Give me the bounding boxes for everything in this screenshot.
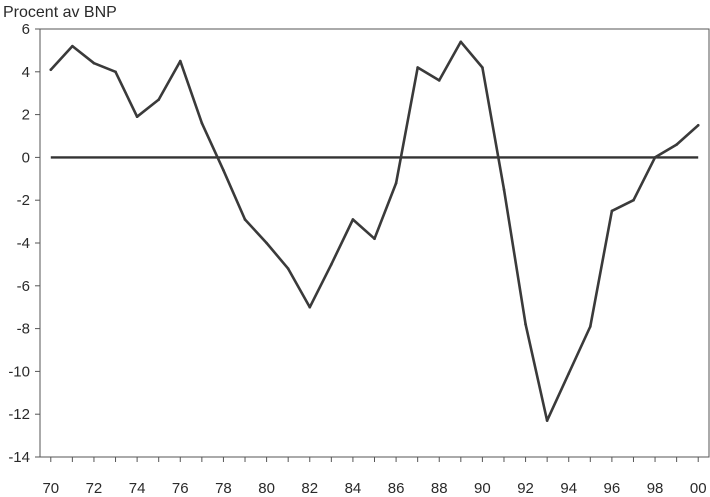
y-tick-label: -12 xyxy=(8,406,30,423)
data-point xyxy=(330,263,333,266)
data-point xyxy=(696,124,700,127)
data-points xyxy=(49,40,700,422)
x-axis-ticks: 70 72 74 76 78 80 82 84 86 88 90 92 94 96 98 00 xyxy=(42,457,707,497)
data-point xyxy=(92,61,96,65)
data-point xyxy=(178,59,182,63)
y-tick-label: -10 xyxy=(8,363,30,380)
data-point xyxy=(632,198,635,202)
x-tick-label: 80 xyxy=(258,480,275,497)
x-tick-label: 98 xyxy=(647,480,664,497)
x-tick-label: 92 xyxy=(517,480,534,497)
x-tick-label: 84 xyxy=(345,480,362,497)
y-tick-label: 4 xyxy=(22,64,30,81)
data-point xyxy=(135,115,139,119)
x-tick-label: 90 xyxy=(474,480,491,497)
data-point xyxy=(481,66,484,69)
data-point xyxy=(567,372,571,375)
data-point xyxy=(373,237,376,241)
data-point xyxy=(653,156,657,159)
data-point xyxy=(675,143,678,146)
x-tick-label: 82 xyxy=(301,480,318,497)
data-point xyxy=(437,79,441,82)
y-tick-label: 2 xyxy=(22,107,30,124)
data-point xyxy=(351,218,355,221)
x-tick-label: 86 xyxy=(388,480,405,497)
data-point xyxy=(157,98,160,101)
y-tick-label: -4 xyxy=(17,235,30,252)
data-point xyxy=(394,181,398,185)
data-point xyxy=(200,121,204,125)
data-point xyxy=(308,305,312,309)
x-tick-label: 00 xyxy=(690,480,707,497)
series-line xyxy=(49,40,700,422)
y-axis-ticks: 6 4 2 0 -2 -4 -6 -8 -10 -12 -14 xyxy=(8,21,40,466)
data-point xyxy=(265,241,268,245)
y-axis-title: Procent av BNP xyxy=(3,4,117,21)
x-tick-label: 76 xyxy=(172,480,189,497)
x-tick-label: 96 xyxy=(604,480,621,497)
data-point xyxy=(222,168,225,172)
data-point xyxy=(71,44,74,48)
x-tick-label: 88 xyxy=(431,480,448,497)
x-tick-label: 70 xyxy=(42,480,59,497)
y-tick-label: -2 xyxy=(17,192,30,209)
data-point xyxy=(524,323,527,326)
y-tick-label: 6 xyxy=(22,21,30,38)
y-tick-label: -14 xyxy=(8,449,30,466)
y-tick-label: -6 xyxy=(17,278,30,295)
data-point xyxy=(114,70,117,74)
data-point xyxy=(459,40,463,44)
x-tick-label: 72 xyxy=(86,480,103,497)
y-tick-label: 0 xyxy=(22,149,30,166)
data-point xyxy=(243,218,247,221)
x-tick-label: 78 xyxy=(215,480,232,497)
plot-frame xyxy=(39,28,710,458)
data-point xyxy=(49,68,53,71)
x-tick-label: 94 xyxy=(560,480,577,497)
x-tick-label: 74 xyxy=(129,480,146,497)
data-point xyxy=(610,209,614,213)
y-tick-label: -8 xyxy=(17,321,30,338)
data-point xyxy=(286,267,290,270)
data-point xyxy=(589,325,592,328)
data-point xyxy=(416,66,419,69)
data-point xyxy=(502,188,506,191)
data-point xyxy=(545,419,549,422)
